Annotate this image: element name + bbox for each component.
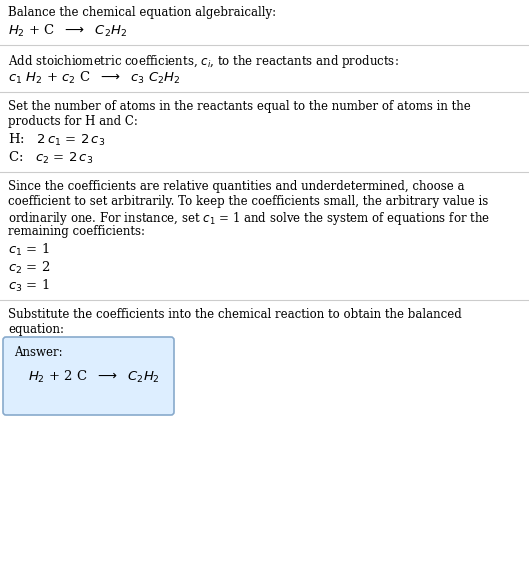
Text: Since the coefficients are relative quantities and underdetermined, choose a: Since the coefficients are relative quan… — [8, 180, 464, 193]
Text: products for H and C:: products for H and C: — [8, 115, 138, 128]
Text: ordinarily one. For instance, set $c_1$ = 1 and solve the system of equations fo: ordinarily one. For instance, set $c_1$ … — [8, 210, 490, 227]
Text: $H_2$ + C  $\longrightarrow$  $C_2H_2$: $H_2$ + C $\longrightarrow$ $C_2H_2$ — [8, 23, 127, 39]
Text: $c_3$ = 1: $c_3$ = 1 — [8, 278, 50, 294]
FancyBboxPatch shape — [3, 337, 174, 415]
Text: $c_1$ = 1: $c_1$ = 1 — [8, 242, 50, 258]
Text: $c_2$ = 2: $c_2$ = 2 — [8, 260, 50, 276]
Text: C:   $c_2$ = $2\,c_3$: C: $c_2$ = $2\,c_3$ — [8, 150, 93, 166]
Text: Balance the chemical equation algebraically:: Balance the chemical equation algebraica… — [8, 6, 276, 19]
Text: $c_1$ $H_2$ + $c_2$ C  $\longrightarrow$  $c_3$ $C_2H_2$: $c_1$ $H_2$ + $c_2$ C $\longrightarrow$ … — [8, 70, 180, 86]
Text: $H_2$ + 2 C  $\longrightarrow$  $C_2H_2$: $H_2$ + 2 C $\longrightarrow$ $C_2H_2$ — [28, 369, 160, 385]
Text: remaining coefficients:: remaining coefficients: — [8, 225, 145, 238]
Text: coefficient to set arbitrarily. To keep the coefficients small, the arbitrary va: coefficient to set arbitrarily. To keep … — [8, 195, 488, 208]
Text: Substitute the coefficients into the chemical reaction to obtain the balanced: Substitute the coefficients into the che… — [8, 308, 462, 321]
Text: equation:: equation: — [8, 323, 64, 336]
Text: Set the number of atoms in the reactants equal to the number of atoms in the: Set the number of atoms in the reactants… — [8, 100, 471, 113]
Text: H:   $2\,c_1$ = $2\,c_3$: H: $2\,c_1$ = $2\,c_3$ — [8, 132, 105, 148]
Text: Add stoichiometric coefficients, $c_i$, to the reactants and products:: Add stoichiometric coefficients, $c_i$, … — [8, 53, 399, 70]
Text: Answer:: Answer: — [14, 346, 62, 359]
